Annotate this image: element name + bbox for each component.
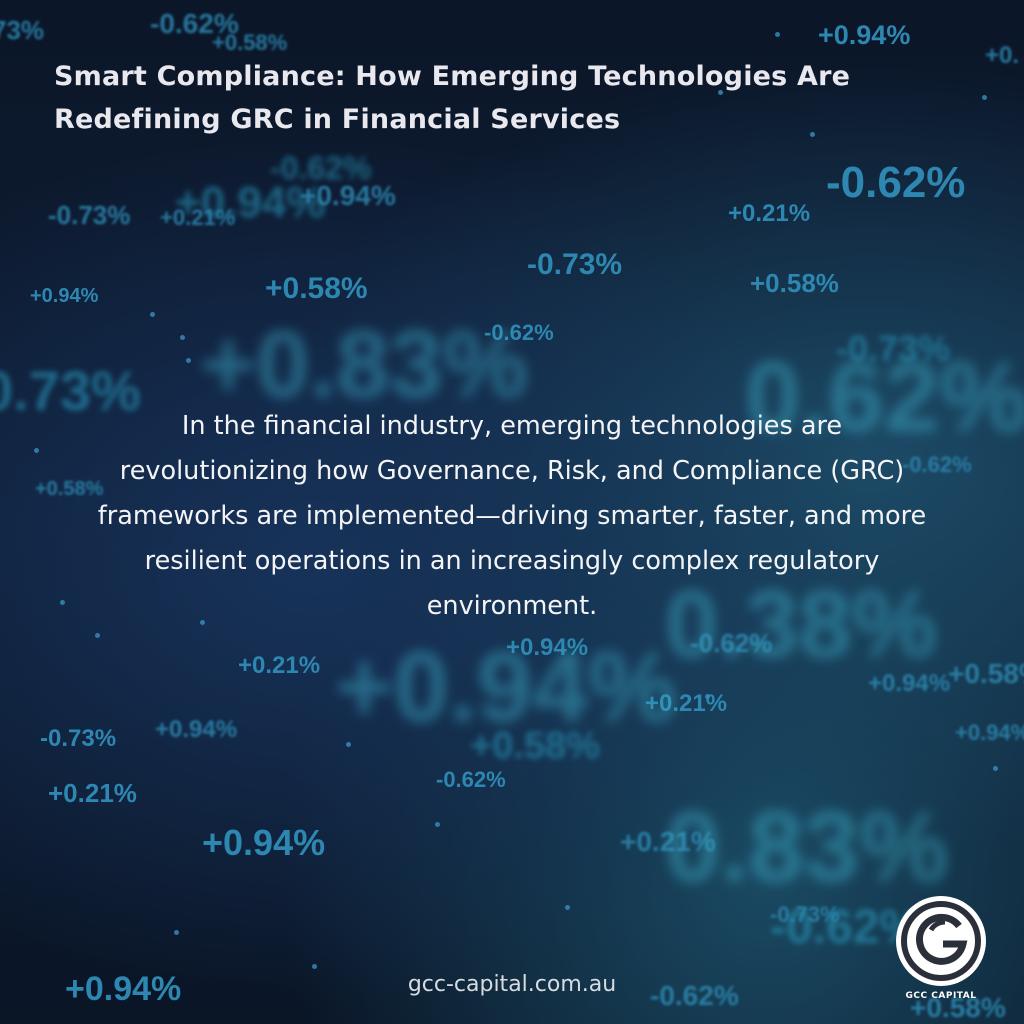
ticker-number: -0.62%	[826, 158, 966, 207]
ticker-number: +0.83%	[200, 311, 529, 418]
ticker-number: +0.94%	[868, 670, 951, 697]
ticker-number: +0.94%	[955, 720, 1024, 745]
ticker-number: +0.94%	[65, 970, 182, 1008]
ticker-number: +0.58%	[35, 478, 104, 500]
ticker-number: +0.58%	[910, 992, 1006, 1023]
ticker-number: -0.73%	[40, 725, 117, 752]
company-logo: GCC CAPITAL	[889, 892, 993, 1002]
ticker-number: +0.	[985, 42, 1020, 69]
ticker-number: +0.94%	[818, 20, 911, 50]
ticker-number: +0.94%	[30, 285, 99, 307]
ticker-number: +0.94%	[175, 178, 326, 227]
ticker-number: +0.21%	[238, 652, 321, 679]
light-dot	[200, 620, 205, 625]
ticker-number: +0.58%	[470, 725, 600, 767]
ticker-number: -0.62%	[150, 8, 239, 39]
light-dot	[150, 312, 155, 317]
light-dot	[718, 90, 723, 95]
ticker-number: -0.73%	[770, 902, 840, 927]
ticker-number: 0.62%	[745, 341, 1024, 453]
ticker-number: -0.62%	[484, 320, 554, 345]
body-text: In the financial industry, emerging tech…	[97, 411, 927, 621]
ticker-number: -0.62%	[690, 628, 773, 658]
ticker-number: -0.62%	[902, 452, 972, 477]
ticker-number: -0.73%	[48, 200, 131, 230]
ticker-number: +0.94%	[155, 716, 238, 743]
light-dot	[95, 633, 100, 638]
ticker-number: +0.58%	[265, 272, 368, 305]
ticker-number: +0.58%	[750, 268, 839, 298]
ticker-number: +0.21%	[620, 826, 716, 857]
website-url[interactable]: gcc-capital.com.au	[407, 972, 617, 997]
headline: Smart Compliance: How Emerging Technolog…	[54, 61, 851, 135]
gcc-capital-logo-icon	[896, 896, 986, 986]
ticker-number: +0.58%	[948, 658, 1024, 689]
light-dot	[993, 766, 998, 771]
ticker-number: +0.21%	[728, 200, 811, 227]
ticker-number: +0.21%	[645, 690, 728, 717]
light-dot	[312, 964, 317, 969]
ticker-number: -0.73%	[527, 248, 623, 281]
ticker-number: 73%	[0, 15, 45, 45]
ticker-number: +0.94%	[300, 180, 396, 211]
light-dot	[810, 132, 815, 137]
ticker-number: -0.62%	[650, 980, 739, 1011]
light-dot	[982, 95, 987, 100]
ticker-number: 0.73%	[0, 359, 141, 422]
light-dot	[186, 358, 191, 363]
light-dot	[174, 930, 179, 935]
light-dot	[60, 600, 65, 605]
ticker-number: 0.83%	[665, 791, 949, 903]
ticker-number: +0.94%	[202, 822, 326, 863]
ticker-number: +0.21%	[160, 205, 236, 230]
ticker-number: 0.38%	[665, 571, 938, 678]
light-dot	[180, 335, 185, 340]
ticker-number: +0.94%	[506, 634, 589, 661]
light-dot	[435, 822, 440, 827]
ticker-number: +0.58%	[212, 30, 288, 55]
logo-wordmark: GCC CAPITAL	[905, 991, 977, 1001]
ticker-number: -0.62%	[270, 150, 372, 186]
ticker-number: +0.21%	[48, 778, 137, 808]
light-dot	[34, 448, 39, 453]
ticker-number: -0.73%	[836, 328, 951, 369]
light-dot	[775, 32, 780, 37]
light-dot	[705, 694, 710, 699]
ticker-number: -0.62%	[436, 767, 506, 792]
ticker-number: +0.94%	[335, 631, 677, 743]
light-dot	[346, 742, 351, 747]
light-dot	[565, 905, 570, 910]
